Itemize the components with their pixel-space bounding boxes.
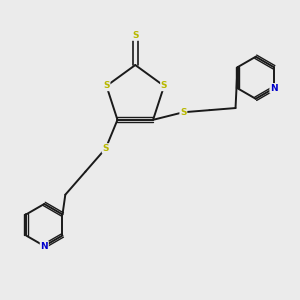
Text: S: S bbox=[103, 82, 110, 91]
Text: S: S bbox=[102, 144, 109, 153]
Text: S: S bbox=[180, 108, 187, 117]
Text: N: N bbox=[40, 242, 48, 250]
Text: N: N bbox=[270, 84, 278, 93]
Text: S: S bbox=[132, 31, 139, 40]
Text: S: S bbox=[161, 82, 167, 91]
